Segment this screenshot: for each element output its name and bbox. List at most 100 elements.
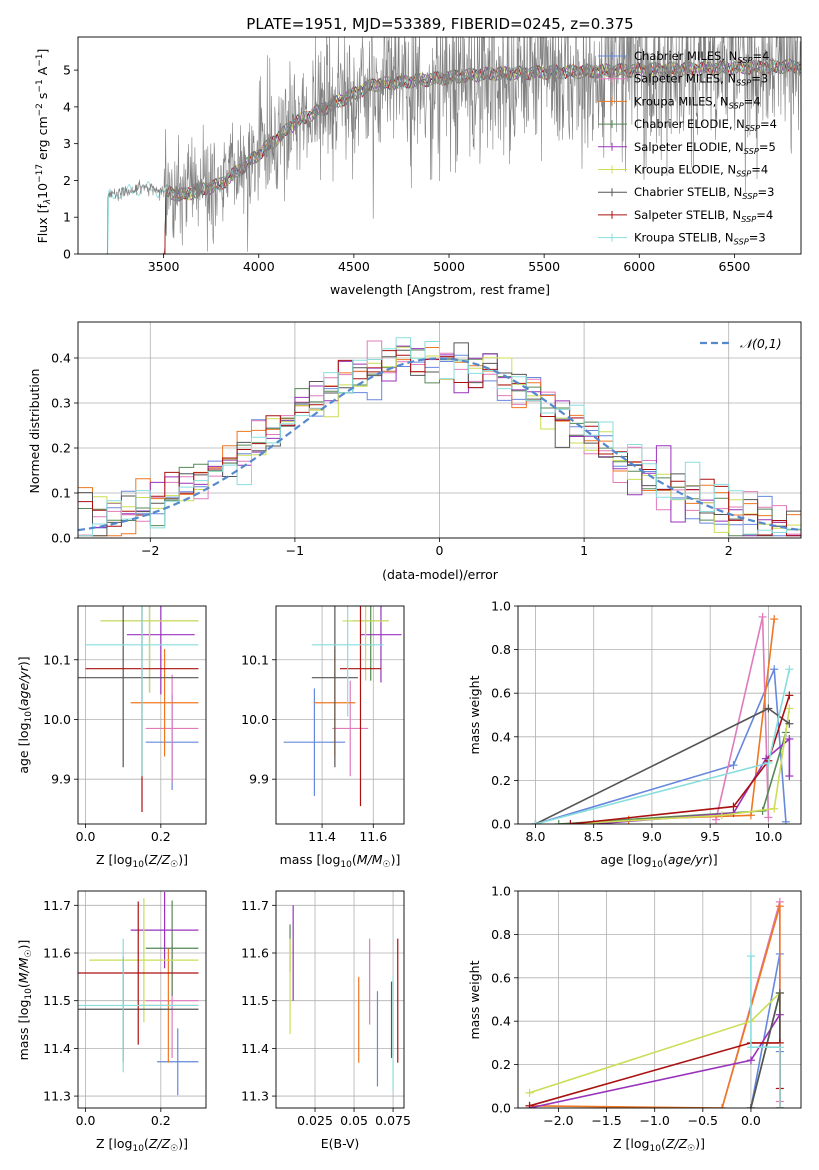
errorbar-point	[340, 606, 381, 807]
y-tick-label: 11.3	[241, 1089, 269, 1104]
axes-frame	[517, 605, 802, 825]
x-tick-label: 0.05	[340, 1113, 368, 1128]
age-Z-xlabel: Z [log10(Z/Z☉)]	[96, 852, 188, 870]
weight-series-marker	[746, 1043, 755, 1052]
y-tick-label: 9.9	[249, 772, 269, 787]
y-tick-label: 0.4	[51, 351, 71, 366]
weight-series-marker	[764, 704, 773, 713]
x-tick-label: 9.5	[700, 829, 720, 844]
weight-age-ylabel: mass weight	[467, 675, 482, 754]
y-tick-label: 2	[63, 173, 71, 188]
errorbar-point	[78, 938, 199, 1073]
age-vs-mass-axes: 11.4 11.6 9.9 10.0 10.1 mass [log10(M/M☉)]	[241, 605, 405, 870]
y-tick-label: 0.8	[491, 642, 511, 657]
y-tick-label: 1.0	[491, 599, 511, 614]
label-part: mass [log	[16, 1000, 31, 1061]
plot-area	[276, 891, 404, 1108]
weight-series-marker	[566, 820, 575, 824]
weight-Z-ylabel: mass weight	[467, 960, 482, 1039]
label-part: )]	[16, 940, 31, 950]
weight-series-line	[750, 956, 781, 1108]
x-tick-label: 9.0	[642, 829, 662, 844]
y-tick-label: 0.3	[51, 396, 71, 411]
label-part: mass [log	[280, 852, 341, 867]
y-tick-label: 10.1	[43, 652, 71, 667]
y-tick-label: 11.4	[43, 1041, 71, 1056]
weight-vs-Z-axes: −2.0 −1.5 −1.0 −0.5 0.0 0.0 0.2 0.4 0.6 0.8 1.0 Z […	[467, 884, 802, 1154]
errorbar-point	[342, 606, 389, 681]
weight-series-marker	[746, 952, 755, 961]
label-part: SSP	[741, 214, 756, 224]
label-part: 10	[340, 860, 352, 870]
y-tick-label: 11.5	[241, 993, 269, 1008]
label-part: Salpeter ELODIE, N	[634, 140, 744, 154]
label-part: −1	[35, 54, 45, 67]
legend-entry: Kroupa STELIB, NSSP=3	[634, 231, 766, 247]
weight-series-marker	[746, 811, 755, 820]
x-tick-label: 5000	[433, 259, 465, 274]
y-tick-label: 0.2	[491, 1057, 511, 1072]
label-part: ☉	[383, 860, 391, 870]
weight-series-line	[750, 992, 781, 1108]
errorbar-point	[360, 606, 402, 683]
weight-series-marker	[746, 1104, 755, 1108]
label-part: (	[16, 706, 31, 711]
mass-ebv-xlabel: E(B-V)	[321, 1136, 360, 1151]
label-part: 10	[649, 1144, 661, 1154]
legend-entry: Salpeter STELIB, NSSP=4	[634, 208, 773, 224]
errorbar-point	[157, 1028, 199, 1096]
x-tick-label: −2	[141, 543, 159, 558]
y-tick-label: 0.4	[491, 1014, 511, 1029]
model-residual-histogram	[78, 346, 801, 537]
label-part: −1	[35, 79, 45, 92]
label-part: SSP	[734, 237, 749, 247]
y-tick-label: 11.4	[241, 1041, 269, 1056]
plot-area	[78, 891, 206, 1108]
axes-frame	[275, 890, 405, 1109]
label-part: Chabrier MILES, N	[634, 49, 737, 63]
weight-series-marker	[785, 704, 794, 713]
weight-series-line	[750, 953, 781, 1108]
weight-series-marker	[770, 665, 779, 674]
label-part: Salpeter MILES, N	[634, 72, 736, 86]
weight-series-marker	[785, 665, 794, 674]
weight-series-marker	[775, 1043, 784, 1052]
label-part: Kroupa MILES, N	[634, 94, 729, 108]
observed-spectrum-line	[106, 37, 801, 254]
errorbar-point	[126, 606, 195, 695]
errorbar-point	[311, 606, 384, 717]
x-tick-label: 0	[436, 543, 444, 558]
label-part: SSP	[736, 169, 751, 179]
label-part: SSP	[736, 78, 751, 88]
grid	[78, 891, 206, 1108]
x-tick-label: 10.0	[754, 829, 782, 844]
label-part: Chabrier ELODIE, N	[634, 117, 745, 131]
x-tick-label: −0.5	[688, 1113, 718, 1128]
label-part: )]	[695, 1136, 705, 1151]
y-tick-label: 0.2	[51, 441, 71, 456]
legend-entry: Chabrier STELIB, NSSP=3	[634, 185, 774, 201]
axes-frame	[77, 890, 207, 1109]
weight-series-marker	[758, 612, 767, 621]
label-part: )]	[178, 1136, 188, 1151]
errorbar-point	[332, 680, 369, 777]
y-tick-label: 0.6	[491, 970, 511, 985]
label-part: )]	[16, 656, 31, 666]
y-tick-label: 0.0	[491, 817, 511, 832]
errorbar-point	[85, 606, 199, 777]
label-part: )]	[178, 852, 188, 867]
plot-area	[276, 606, 404, 824]
x-tick-label: 0.0	[741, 1113, 761, 1128]
weight-series-marker	[525, 1101, 534, 1108]
label-part: wavelength [Angstrom, rest frame]	[330, 282, 550, 297]
label-part: 10	[652, 860, 664, 870]
label-part: (	[144, 1136, 149, 1151]
label-part: M/M	[357, 852, 383, 867]
label-part: A	[35, 66, 50, 79]
weight-series-marker	[729, 761, 738, 770]
label-part: (	[352, 852, 357, 867]
errorbar-point	[145, 900, 199, 996]
weight-series-marker	[770, 615, 779, 624]
label-part: ☉	[687, 1144, 695, 1154]
